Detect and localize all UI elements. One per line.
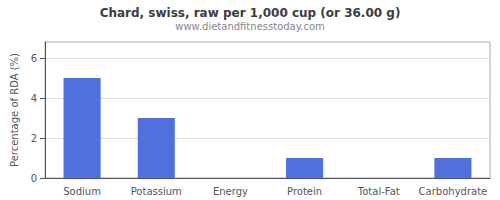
svg-text:4: 4 [31,93,37,104]
svg-text:Potassium: Potassium [131,186,182,197]
svg-text:Chard, swiss, raw per 1,000 cu: Chard, swiss, raw per 1,000 cup (or 36.0… [100,6,401,20]
svg-text:Energy: Energy [213,186,248,197]
svg-text:Percentage of RDA (%): Percentage of RDA (%) [9,53,20,167]
svg-text:Protein: Protein [287,186,322,197]
svg-text:Sodium: Sodium [63,186,101,197]
svg-text:2: 2 [31,133,37,144]
svg-text:Carbohydrate: Carbohydrate [419,186,488,197]
svg-text:6: 6 [31,53,37,64]
svg-text:0: 0 [31,173,37,184]
svg-text:Total-Fat: Total-Fat [357,186,400,197]
svg-text:www.dietandfitnesstoday.com: www.dietandfitnesstoday.com [175,21,324,32]
